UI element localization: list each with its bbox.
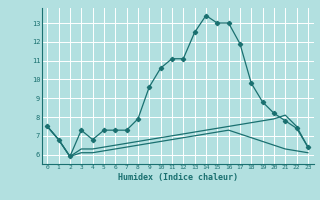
X-axis label: Humidex (Indice chaleur): Humidex (Indice chaleur) bbox=[118, 173, 237, 182]
